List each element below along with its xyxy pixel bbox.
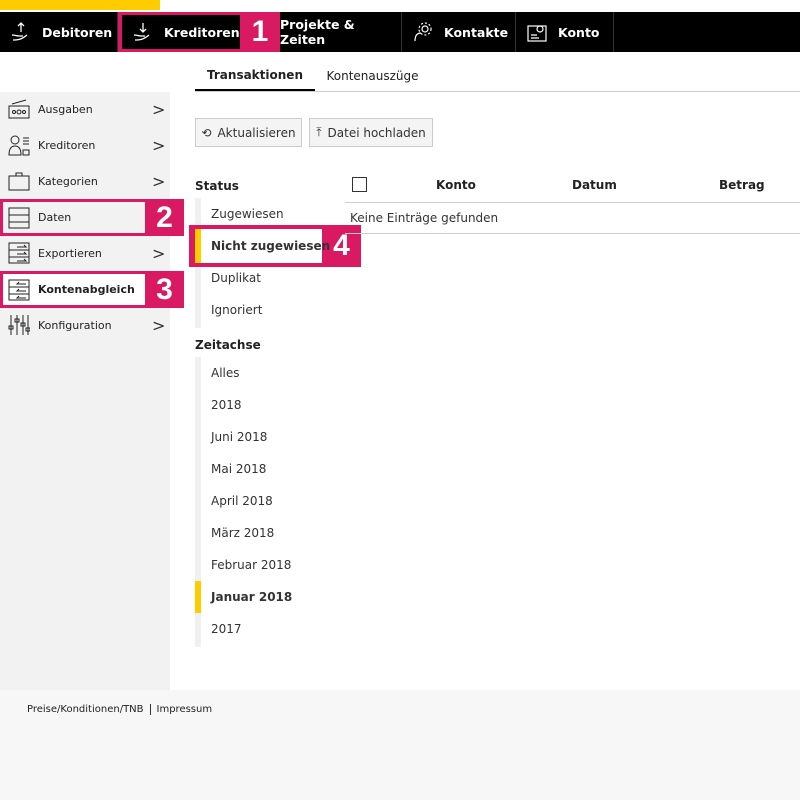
upload-button[interactable]: ⤒ Datei hochladen bbox=[309, 118, 433, 147]
table-header-divider bbox=[345, 202, 800, 203]
refresh-button[interactable]: ⟲ Aktualisieren bbox=[195, 118, 302, 147]
chevron-right-icon: > bbox=[152, 243, 166, 263]
timeline-item[interactable]: Juni 2018 bbox=[211, 430, 268, 444]
nav-konto[interactable]: Konto bbox=[516, 12, 614, 52]
account-gear-icon bbox=[527, 25, 547, 42]
footer: Preise/Konditionen/TNB Impressum bbox=[0, 690, 800, 800]
selected-indicator bbox=[195, 581, 201, 613]
timeline-item[interactable]: Januar 2018 bbox=[211, 590, 293, 604]
chevron-right-icon: > bbox=[152, 135, 166, 155]
sidebar-item-kreditoren[interactable]: Kreditoren > bbox=[0, 127, 170, 163]
hand-down-icon bbox=[133, 23, 150, 41]
reconcile-icon bbox=[8, 279, 30, 300]
footer-link-impressum[interactable]: Impressum bbox=[156, 704, 213, 715]
timeline-item[interactable]: Februar 2018 bbox=[211, 558, 292, 572]
contacts-gear-icon bbox=[414, 22, 432, 42]
footer-separator bbox=[149, 704, 151, 715]
badge-2: 2 bbox=[156, 200, 173, 234]
status-nicht-zugewiesen[interactable]: Nicht zugewiesen bbox=[211, 239, 331, 253]
nav-kreditoren[interactable]: Kreditoren bbox=[122, 15, 240, 49]
select-all-checkbox[interactable] bbox=[352, 177, 367, 192]
briefcase-icon bbox=[8, 172, 30, 191]
status-duplikat[interactable]: Duplikat bbox=[211, 271, 261, 285]
export-icon bbox=[8, 242, 30, 264]
upload-icon: ⤒ bbox=[316, 125, 322, 139]
chevron-right-icon: > bbox=[152, 171, 166, 191]
sidebar-item-exportieren[interactable]: Exportieren > bbox=[0, 235, 170, 271]
timeline-item[interactable]: 2018 bbox=[211, 398, 242, 412]
top-nav: Debitoren Kreditoren 1 Projekte & Zeiten… bbox=[0, 12, 800, 52]
nav-projekte[interactable]: Projekte & Zeiten bbox=[280, 12, 402, 52]
footer-link-preise[interactable]: Preise/Konditionen/TNB bbox=[27, 704, 144, 715]
hand-up-icon bbox=[11, 22, 28, 41]
sidebar-item-daten[interactable]: Daten bbox=[3, 202, 145, 233]
timeline-filter-track bbox=[195, 357, 201, 647]
timeline-item[interactable]: April 2018 bbox=[211, 494, 273, 508]
badge-3: 3 bbox=[156, 272, 173, 306]
sidebar bbox=[0, 92, 170, 690]
badge-1: 1 bbox=[251, 15, 269, 48]
timeline-heading: Zeitachse bbox=[195, 338, 261, 352]
cash-register-icon bbox=[8, 99, 30, 119]
sidebar-item-kontenabgleich[interactable]: Kontenabgleich bbox=[3, 274, 145, 305]
chevron-right-icon: > bbox=[152, 99, 166, 119]
nav-debitoren[interactable]: Debitoren bbox=[0, 12, 118, 52]
tab-transaktionen[interactable]: Transaktionen bbox=[195, 60, 315, 91]
column-betrag[interactable]: Betrag bbox=[719, 178, 765, 192]
selected-indicator bbox=[195, 229, 201, 263]
status-heading: Status bbox=[195, 179, 239, 193]
column-konto[interactable]: Konto bbox=[436, 178, 476, 192]
timeline-item[interactable]: Alles bbox=[211, 366, 240, 380]
database-icon bbox=[8, 207, 30, 228]
status-ignoriert[interactable]: Ignoriert bbox=[211, 303, 263, 317]
timeline-item[interactable]: 2017 bbox=[211, 622, 242, 636]
brand-bar bbox=[0, 0, 160, 10]
badge-4: 4 bbox=[333, 229, 350, 262]
nav-kontakte[interactable]: Kontakte bbox=[402, 12, 516, 52]
empty-message: Keine Einträge gefunden bbox=[350, 211, 499, 225]
timeline-item[interactable]: Mai 2018 bbox=[211, 462, 267, 476]
chevron-right-icon: > bbox=[152, 315, 166, 335]
sidebar-item-konfiguration[interactable]: Konfiguration > bbox=[0, 307, 170, 343]
refresh-icon: ⟲ bbox=[201, 125, 212, 140]
status-zugewiesen[interactable]: Zugewiesen bbox=[211, 207, 284, 221]
selected-status-bg bbox=[195, 229, 322, 263]
sidebar-item-ausgaben[interactable]: Ausgaben > bbox=[0, 91, 170, 127]
tab-divider bbox=[195, 91, 800, 92]
timeline-item[interactable]: März 2018 bbox=[211, 526, 275, 540]
sidebar-item-kategorien[interactable]: Kategorien > bbox=[0, 163, 170, 199]
person-list-icon bbox=[8, 135, 30, 156]
column-datum[interactable]: Datum bbox=[572, 178, 617, 192]
table-row-divider bbox=[345, 233, 800, 234]
sliders-icon bbox=[8, 315, 30, 335]
tab-kontenauszuege[interactable]: Kontenauszüge bbox=[326, 68, 419, 83]
